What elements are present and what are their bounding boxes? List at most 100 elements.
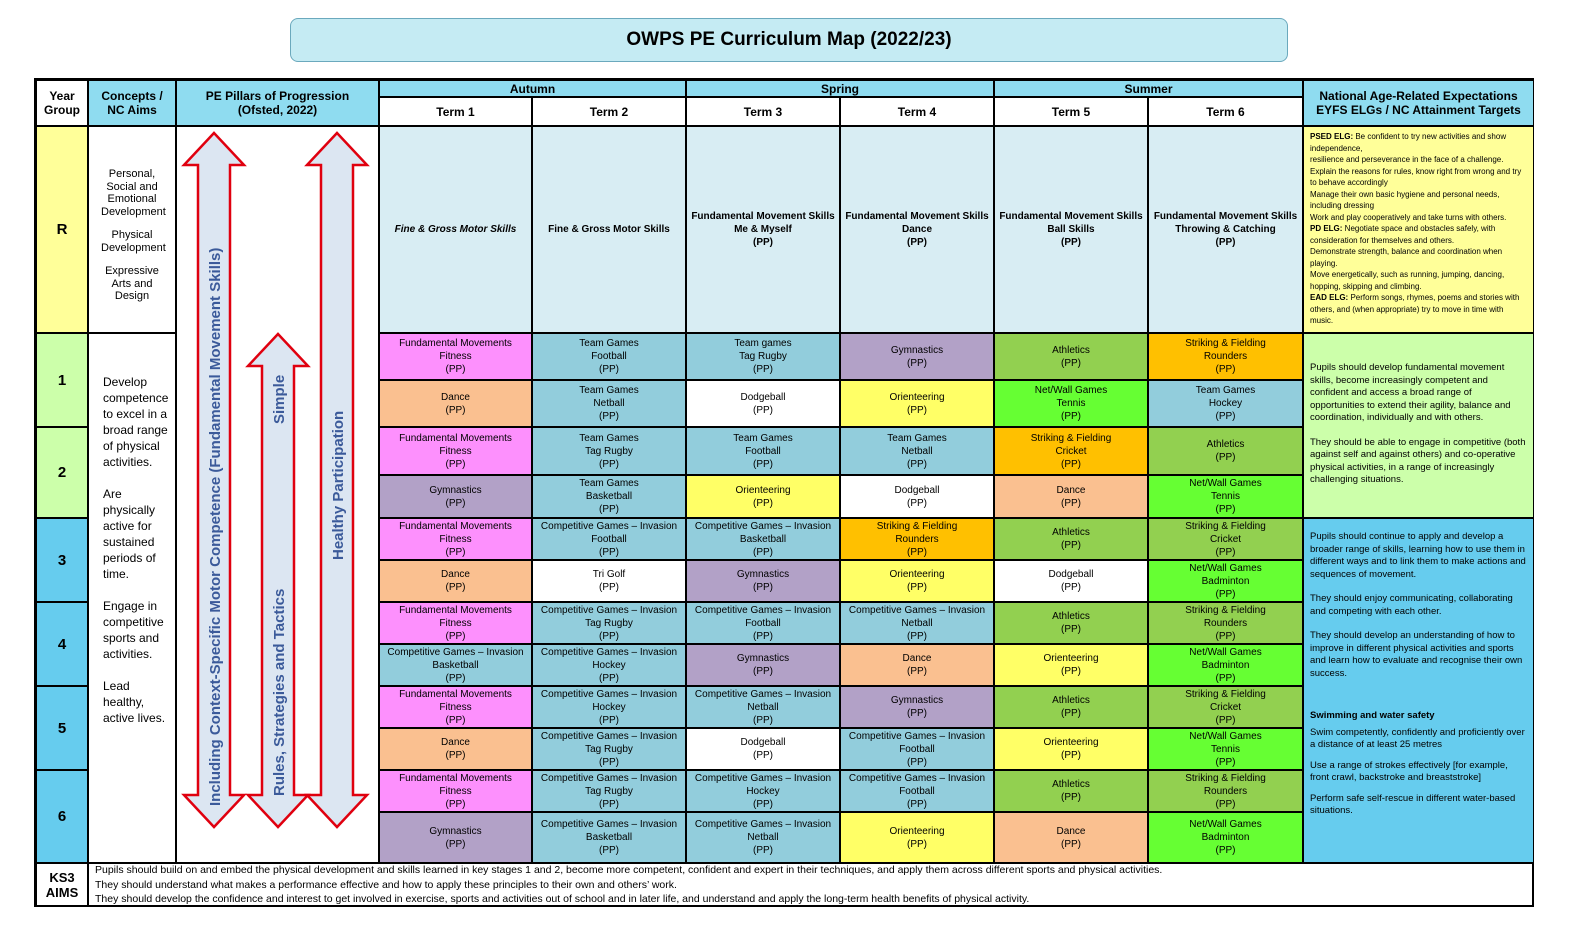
y2-t4-a: Team Games Netball (PP) (840, 427, 994, 475)
concepts-reception: Personal, Social and Emotional Developme… (88, 126, 176, 333)
y4-t6-a: Striking & Fielding Rounders (PP) (1148, 602, 1303, 644)
y1-t2-b: Team Games Netball (PP) (532, 380, 686, 427)
y5-t4-b: Competitive Games – Invasion Football (PP) (840, 728, 994, 770)
reception-term-5: Fundamental Movement Skills Ball Skills (P… (994, 126, 1148, 333)
y2-t4-b: Dodgeball (PP) (840, 475, 994, 518)
y6-t2-a: Competitive Games – Invasion Tag Rugby (PP… (532, 770, 686, 812)
reception-term-2: Fine & Gross Motor Skills (532, 126, 686, 333)
y6-t3-b: Competitive Games – Invasion Netball (PP) (686, 812, 840, 863)
year-4: 4 (36, 602, 88, 686)
pillar-simple-label: Simple (271, 375, 288, 424)
y1-t4-a: Gymnastics (PP) (840, 333, 994, 380)
y4-t5-b: Orienteering (PP) (994, 644, 1148, 686)
y5-t4-a: Gymnastics (PP) (840, 686, 994, 728)
y2-t3-a: Team Games Football (PP) (686, 427, 840, 475)
y2-t2-b: Team Games Basketball (PP) (532, 475, 686, 518)
header-term-6: Term 6 (1148, 97, 1303, 126)
y2-t6-b: Net/Wall Games Tennis (PP) (1148, 475, 1303, 518)
year-2: 2 (36, 427, 88, 518)
y1-t2-a: Team Games Football (PP) (532, 333, 686, 380)
double-arrow-rules: Rules, Strategies and Tactics Simple (245, 332, 311, 829)
y4-t6-b: Net/Wall Games Badminton (PP) (1148, 644, 1303, 686)
y1-t4-b: Orienteering (PP) (840, 380, 994, 427)
y2-t1-a: Fundamental Movements Fitness (PP) (379, 427, 532, 475)
pillars-panel (176, 126, 379, 863)
reception-term-1: Fine & Gross Motor Skills (379, 126, 532, 333)
y4-t4-b: Dance (PP) (840, 644, 994, 686)
year-5: 5 (36, 686, 88, 770)
y5-t6-b: Net/Wall Games Tennis (PP) (1148, 728, 1303, 770)
y6-t1-b: Gymnastics (PP) (379, 812, 532, 863)
y5-t1-a: Fundamental Movements Fitness (PP) (379, 686, 532, 728)
y4-t2-b: Competitive Games – Invasion Hockey (PP) (532, 644, 686, 686)
y1-t1-a: Fundamental Movements Fitness (PP) (379, 333, 532, 380)
y3-t5-a: Athletics (PP) (994, 518, 1148, 560)
page-title: OWPS PE Curriculum Map (2022/23) (290, 18, 1288, 62)
header-concepts: Concepts / NC Aims (88, 80, 176, 126)
y2-t5-b: Dance (PP) (994, 475, 1148, 518)
year-r: R (36, 126, 88, 333)
header-term-1: Term 1 (379, 97, 532, 126)
header-expectations: National Age-Related Expectations EYFS E… (1303, 80, 1534, 126)
y3-t6-b: Net/Wall Games Badminton (PP) (1148, 560, 1303, 602)
y1-t6-b: Team Games Hockey (PP) (1148, 380, 1303, 427)
ks1-targets: Pupils should develop fundamental moveme… (1303, 333, 1534, 518)
year-6: 6 (36, 770, 88, 863)
y4-t3-a: Competitive Games – Invasion Football (PP) (686, 602, 840, 644)
header-pillars: PE Pillars of Progression (Ofsted, 2022) (176, 80, 379, 126)
y6-t1-a: Fundamental Movements Fitness (PP) (379, 770, 532, 812)
y1-t6-a: Striking & Fielding Rounders (PP) (1148, 333, 1303, 380)
ks2-targets: Pupils should continue to apply and deve… (1303, 518, 1534, 863)
year-3: 3 (36, 518, 88, 602)
y4-t1-a: Fundamental Movements Fitness (PP) (379, 602, 532, 644)
ks3-aims: Pupils should build on and embed the phy… (88, 863, 1534, 907)
y2-t6-a: Athletics (PP) (1148, 427, 1303, 475)
y3-t1-a: Fundamental Movements Fitness (PP) (379, 518, 532, 560)
double-arrow-motor: Including Context-Specific Motor Compete… (181, 131, 247, 829)
y6-t5-b: Dance (PP) (994, 812, 1148, 863)
y2-t1-b: Gymnastics (PP) (379, 475, 532, 518)
y4-t3-b: Gymnastics (PP) (686, 644, 840, 686)
y1-t3-b: Dodgeball (PP) (686, 380, 840, 427)
y5-t3-b: Dodgeball (PP) (686, 728, 840, 770)
year-1: 1 (36, 333, 88, 427)
y6-t6-a: Striking & Fielding Rounders (PP) (1148, 770, 1303, 812)
curriculum-grid: Year Group Concepts / NC Aims PE Pillars… (34, 78, 1534, 907)
y1-t5-a: Athletics (PP) (994, 333, 1148, 380)
y5-t2-a: Competitive Games – Invasion Hockey (PP) (532, 686, 686, 728)
y3-t4-a: Striking & Fielding Rounders (PP) (840, 518, 994, 560)
double-arrow-health: Healthy Participation (304, 131, 370, 829)
y6-t4-a: Competitive Games – Invasion Football (PP) (840, 770, 994, 812)
y5-t1-b: Dance (PP) (379, 728, 532, 770)
y4-t2-a: Competitive Games – Invasion Tag Rugby (PP… (532, 602, 686, 644)
y3-t4-b: Orienteering (PP) (840, 560, 994, 602)
y6-t3-a: Competitive Games – Invasion Hockey (PP) (686, 770, 840, 812)
reception-term-4: Fundamental Movement Skills Dance (PP) (840, 126, 994, 333)
header-season-summer: Summer (994, 80, 1303, 97)
pillars-arrows: Including Context-Specific Motor Compete… (181, 131, 370, 829)
header-term-4: Term 4 (840, 97, 994, 126)
y6-t4-b: Orienteering (PP) (840, 812, 994, 863)
pillar-rules-label: Rules, Strategies and Tactics (271, 589, 288, 796)
y3-t3-a: Competitive Games – Invasion Basketball (P… (686, 518, 840, 560)
y3-t2-b: Tri Golf (PP) (532, 560, 686, 602)
pillar-health-label: Healthy Participation (330, 411, 347, 560)
y5-t5-a: Athletics (PP) (994, 686, 1148, 728)
reception-term-6: Fundamental Movement Skills Throwing & Ca… (1148, 126, 1303, 333)
y1-t1-b: Dance (PP) (379, 380, 532, 427)
y1-t5-b: Net/Wall Games Tennis (PP) (994, 380, 1148, 427)
y6-t5-a: Athletics (PP) (994, 770, 1148, 812)
y3-t2-a: Competitive Games – Invasion Football (PP) (532, 518, 686, 560)
y5-t5-b: Orienteering (PP) (994, 728, 1148, 770)
y2-t2-a: Team Games Tag Rugby (PP) (532, 427, 686, 475)
y5-t2-b: Competitive Games – Invasion Tag Rugby (PP… (532, 728, 686, 770)
y1-t3-a: Team games Tag Rugby (PP) (686, 333, 840, 380)
header-term-2: Term 2 (532, 97, 686, 126)
header-term-3: Term 3 (686, 97, 840, 126)
y6-t2-b: Competitive Games – Invasion Basketball (P… (532, 812, 686, 863)
reception-term-3: Fundamental Movement Skills Me & Myself (P… (686, 126, 840, 333)
y2-t5-a: Striking & Fielding Cricket (PP) (994, 427, 1148, 475)
y3-t1-b: Dance (PP) (379, 560, 532, 602)
y4-t4-a: Competitive Games – Invasion Netball (PP) (840, 602, 994, 644)
header-term-5: Term 5 (994, 97, 1148, 126)
